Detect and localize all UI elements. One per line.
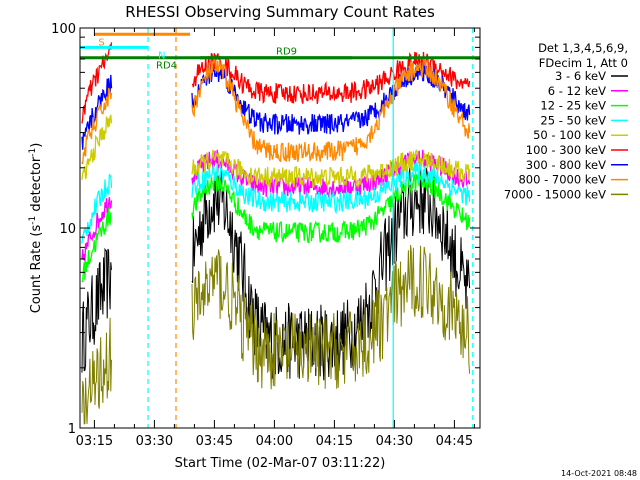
- x-tick-label-0: 03:15: [76, 434, 113, 449]
- x-tick-label-1: 03:30: [136, 434, 173, 449]
- series-line-4-segment-0: [81, 114, 113, 180]
- legend-label-3: 25 - 50 keV: [540, 113, 606, 127]
- legend-label-7: 800 - 7000 keV: [518, 173, 606, 187]
- y-tick-label-0: 1: [68, 422, 76, 437]
- series-line-2-segment-0: [81, 208, 113, 283]
- x-axis-label: Start Time (02-Mar-07 03:11:22): [175, 456, 386, 471]
- legend-header-line-2: FDecim 1, Att 0: [539, 56, 628, 70]
- annotation-label-1: N: [158, 50, 165, 61]
- legend-label-4: 50 - 100 keV: [533, 128, 606, 142]
- series-line-3-segment-1: [191, 163, 359, 215]
- legend-label-5: 100 - 300 keV: [526, 143, 606, 157]
- series-line-4-segment-1: [191, 149, 359, 189]
- series-line-0-segment-0: [81, 247, 112, 373]
- legend-label-1: 6 - 12 keV: [548, 84, 606, 98]
- y-tick-label-1: 10: [59, 222, 76, 237]
- series-line-5-segment-2: [357, 51, 471, 100]
- series-line-4-segment-2: [357, 149, 471, 187]
- series-line-6-segment-1: [191, 64, 359, 135]
- y-axis-label-mid: detector: [29, 156, 44, 216]
- series-line-2-segment-2: [357, 172, 471, 238]
- series-line-1-segment-0: [81, 197, 113, 262]
- series-line-8-segment-0: [81, 317, 112, 425]
- x-tick-label-6: 04:45: [436, 434, 473, 449]
- annotation-label-3: RD9: [276, 47, 297, 58]
- annotation-label-2: RD4: [156, 61, 177, 72]
- series-line-7-segment-0: [81, 87, 113, 165]
- legend-label-6: 300 - 800 keV: [526, 158, 606, 172]
- series-line-7-segment-2: [357, 56, 471, 150]
- plot-inner: [80, 28, 480, 428]
- axis-ticks: 03:15 03:30 03:45 04:00 04:15 04:30 04:45 1 10 10…: [51, 22, 480, 449]
- legend-header-line-1: Det 1,3,4,5,6,9,: [538, 41, 628, 55]
- y-axis-label-exp2: -1: [28, 148, 38, 157]
- y-axis-label-end: ): [29, 143, 44, 148]
- legend-label-8: 7000 - 15000 keV: [504, 187, 606, 201]
- x-tick-label-5: 04:30: [376, 434, 413, 449]
- series-line-8-segment-1: [191, 249, 359, 390]
- legend-label-2: 12 - 25 keV: [540, 99, 606, 113]
- x-tick-label-3: 04:00: [256, 434, 293, 449]
- series-line-8-segment-2: [357, 245, 471, 377]
- legend: Det 1,3,4,5,6,9, FDecim 1, Att 0 3 - 6 k…: [504, 41, 628, 201]
- y-axis-label-main: Count Rate (s: [29, 225, 44, 314]
- y-axis-label-exp1: -1: [28, 216, 38, 225]
- x-tick-label-2: 03:45: [196, 434, 233, 449]
- annotation-label-0: S: [98, 37, 104, 48]
- chart-title: RHESSI Observing Summary Count Rates: [125, 3, 435, 21]
- series-line-3-segment-2: [357, 162, 471, 209]
- y-tick-label-2: 100: [51, 22, 76, 37]
- x-tick-label-4: 04:15: [316, 434, 353, 449]
- y-axis-label: Count Rate (s-1 detector-1): [28, 143, 44, 314]
- legend-label-0: 3 - 6 keV: [555, 69, 606, 83]
- series-line-7-segment-1: [191, 56, 359, 163]
- generation-timestamp: 14-Oct-2021 08:48: [561, 469, 637, 478]
- series-line-3-segment-0: [81, 173, 113, 244]
